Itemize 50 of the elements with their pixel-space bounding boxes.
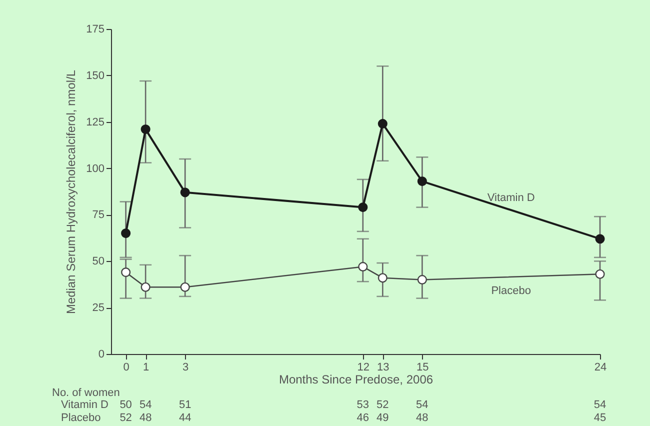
- point: [180, 188, 190, 198]
- text: 44: [178, 412, 192, 424]
- text: 48: [416, 412, 428, 424]
- text: No. of women: [52, 387, 120, 399]
- point: [121, 228, 131, 238]
- y-tick-label: 150: [86, 70, 104, 82]
- text: 45: [594, 412, 606, 424]
- point: [358, 202, 368, 212]
- text: 54: [139, 399, 152, 411]
- x-tick-label: 1: [143, 362, 150, 374]
- text: 48: [139, 412, 152, 424]
- point: [595, 234, 605, 244]
- text: 52: [120, 412, 132, 424]
- text: 50: [120, 399, 132, 411]
- text: 54: [416, 399, 428, 411]
- text: 46: [356, 412, 370, 424]
- x-tick-label: 15: [416, 362, 429, 374]
- point: [417, 176, 427, 186]
- text: 49: [376, 412, 389, 424]
- y-tick-label: 125: [86, 116, 104, 128]
- x-tick-label: 0: [123, 362, 130, 374]
- text: Placebo: [61, 412, 101, 424]
- text: Vitamin D: [61, 399, 109, 411]
- y-tick-label: 100: [86, 162, 104, 175]
- x-tick-label: 12: [357, 362, 370, 374]
- point: [378, 118, 388, 128]
- point: [358, 262, 368, 272]
- text: 53: [356, 399, 370, 411]
- point: [121, 268, 131, 278]
- point: [140, 124, 150, 134]
- y-tick-label: 0: [98, 348, 104, 360]
- x-axis-title: Months Since Predose, 2006: [278, 372, 434, 386]
- point: [378, 273, 388, 283]
- y-tick-label: 25: [92, 302, 104, 314]
- x-tick-label: 13: [377, 362, 390, 374]
- y-tick-label: 175: [86, 24, 104, 36]
- series-label: Placebo: [491, 284, 531, 297]
- text: 52: [376, 399, 389, 411]
- x-tick-label: 3: [182, 362, 189, 374]
- y-tick-label: 50: [92, 256, 104, 268]
- series-label: Vitamin D: [487, 192, 535, 204]
- point: [417, 274, 427, 284]
- y-tick-label: 75: [92, 209, 104, 222]
- point: [180, 282, 190, 292]
- text: 54: [594, 399, 606, 411]
- text: 51: [178, 399, 192, 411]
- point: [595, 269, 605, 279]
- x-tick-label: 24: [594, 362, 607, 374]
- y-axis-title: Median Serum Hydroxycholecalciferol, nmol/L: [64, 70, 78, 314]
- point: [140, 282, 150, 292]
